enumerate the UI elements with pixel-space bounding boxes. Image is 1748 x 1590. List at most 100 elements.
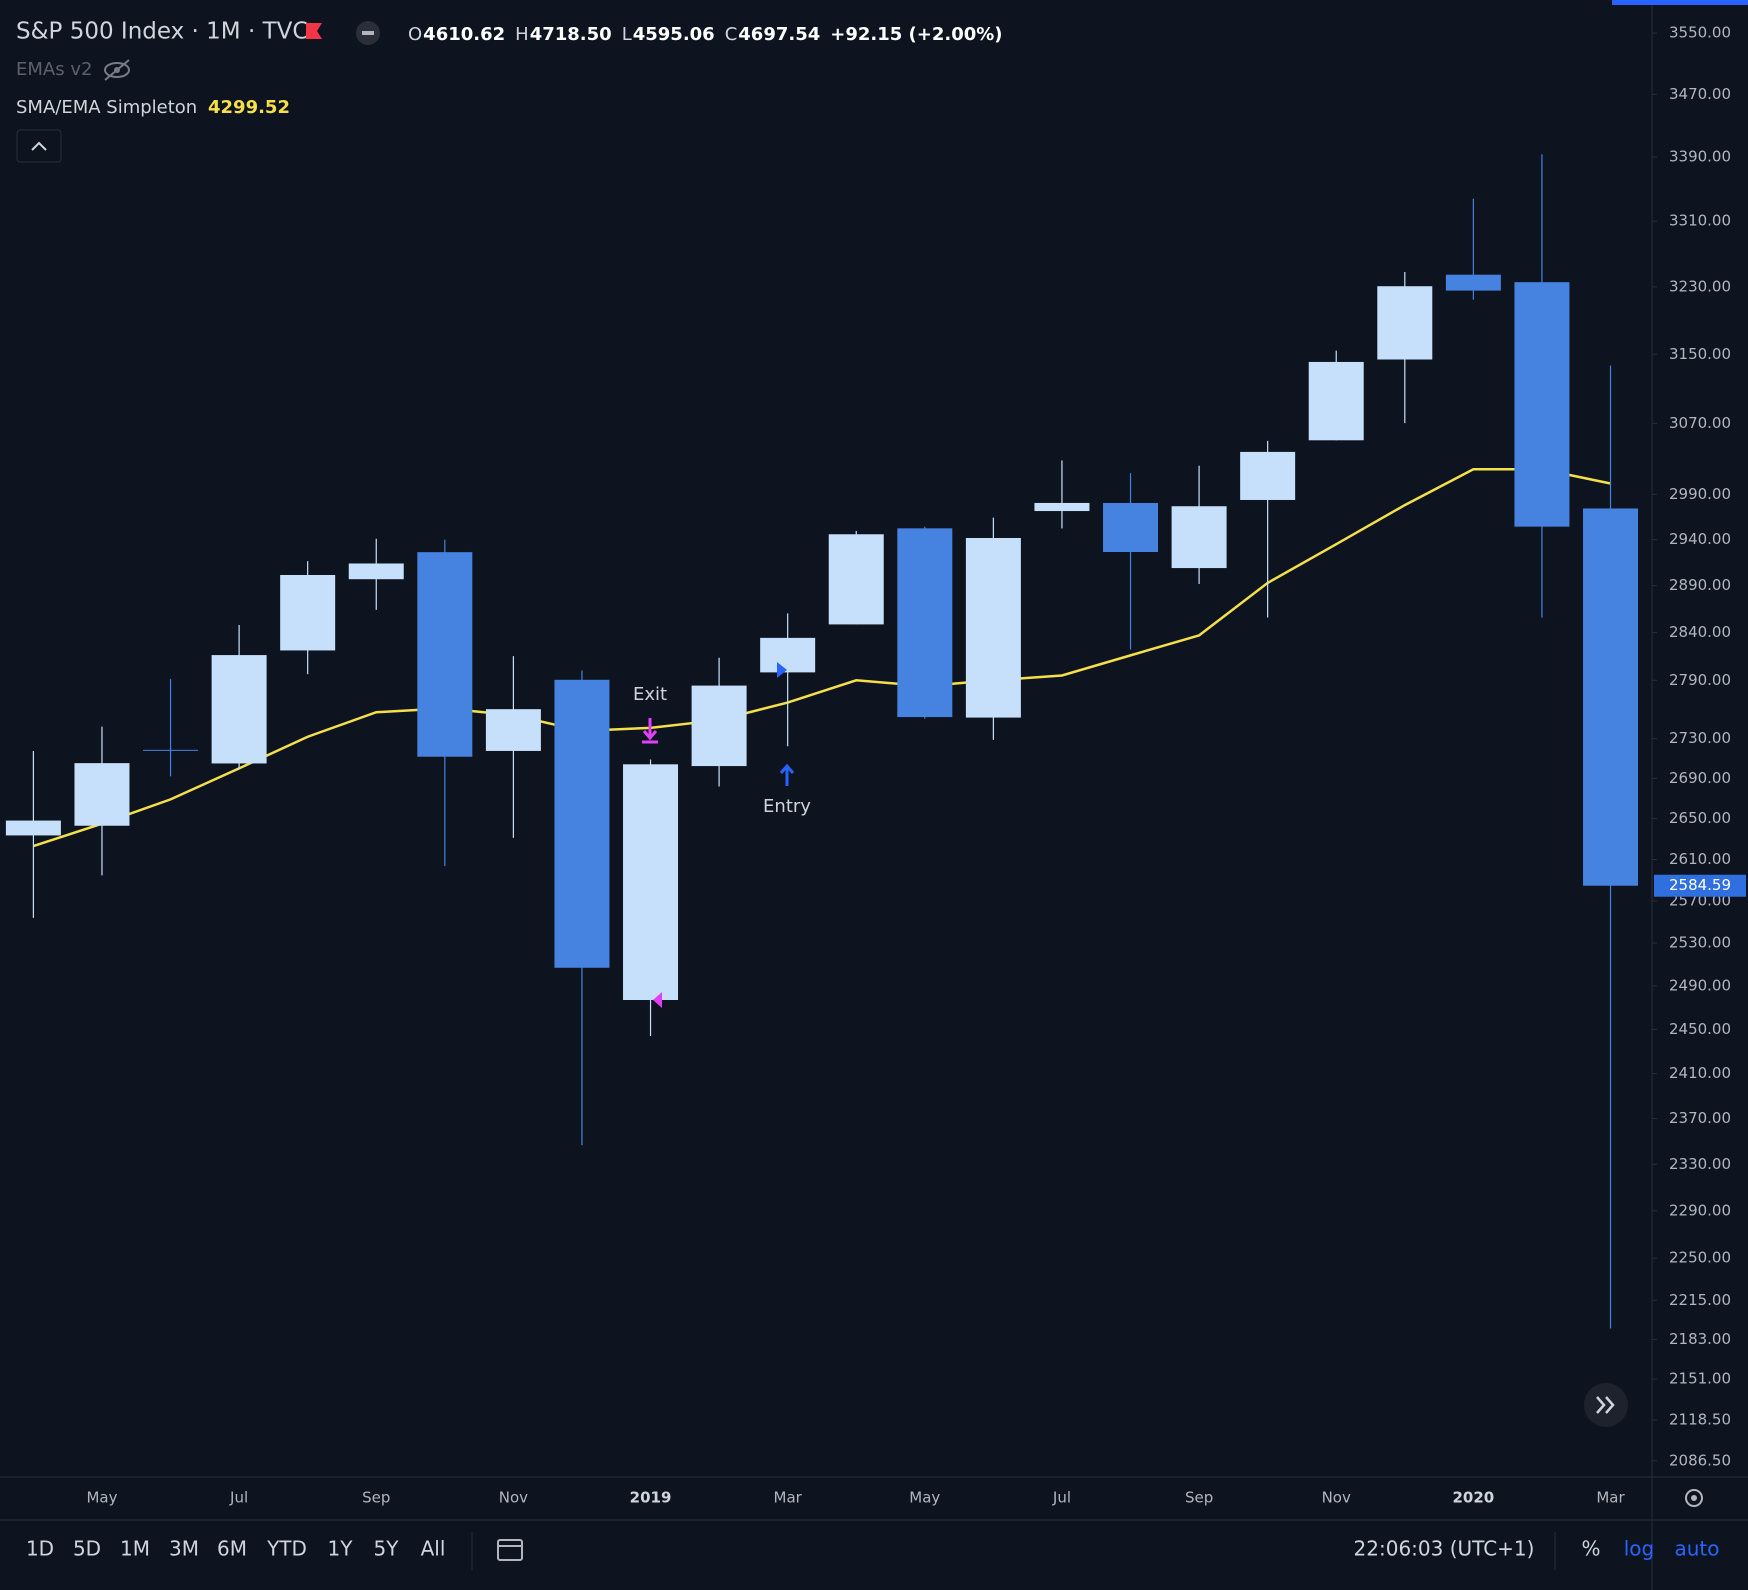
double-chevron [1596,1396,1615,1414]
x-tick-label: 2019 [630,1489,672,1507]
candle-body [143,749,199,751]
annotation: Entry [763,796,811,817]
flag-icon[interactable] [306,23,322,39]
y-tick-label: 3230.00 [1669,277,1731,295]
y-tick-label: 3310.00 [1669,212,1731,230]
candle-body [5,820,61,836]
ohlc-value: 4610.62 [423,24,505,45]
y-tick-label: 2790.00 [1669,671,1731,689]
y-tick-label: 2370.00 [1669,1109,1731,1127]
y-tick-label: 3470.00 [1669,85,1731,103]
chart-title[interactable]: S&P 500 Index · 1M · TVC [16,19,308,45]
hidden-eye-icon[interactable] [104,59,130,81]
y-tick-label: 2215.00 [1669,1291,1731,1309]
x-tick-label: May [86,1489,117,1507]
y-tick-label: 2151.00 [1669,1370,1731,1388]
y-tick-label: 3150.00 [1669,345,1731,363]
indicator-name[interactable]: EMAs v2 [16,59,92,80]
clock[interactable]: 22:06:03 (UTC+1) [1354,1537,1535,1561]
x-tick-label: Sep [362,1489,390,1507]
y-tick-label: 2530.00 [1669,934,1731,952]
y-tick-label: 2450.00 [1669,1020,1731,1038]
range-button[interactable]: 6M [217,1537,247,1561]
y-tick-label: 2330.00 [1669,1155,1731,1173]
top-accent [1612,0,1748,5]
ohlc-value: 4718.50 [530,24,612,45]
candle-body [965,537,1021,718]
candle-body [1103,503,1159,553]
scale-option[interactable]: auto [1674,1537,1719,1561]
range-button[interactable]: 5D [73,1537,101,1561]
y-tick-label: 2990.00 [1669,485,1731,503]
range-button[interactable]: All [421,1537,446,1561]
candle-body [280,574,336,651]
date-range-icon[interactable] [497,1539,523,1561]
y-tick-label: 3390.00 [1669,147,1731,165]
collapse-button[interactable] [16,129,62,163]
range-button[interactable]: YTD [266,1537,307,1561]
x-tick-label: Nov [499,1489,528,1507]
range-button[interactable]: 1D [26,1537,54,1561]
x-tick-label: Mar [774,1489,803,1507]
candle-body [1514,282,1570,527]
candle-body [1377,286,1433,360]
y-tick-label: 2650.00 [1669,809,1731,827]
last-price-box [1654,874,1746,897]
indicator-value: 4299.52 [208,97,290,118]
scale-option[interactable]: log [1624,1537,1655,1561]
indicator-name[interactable]: SMA/EMA Simpleton [16,97,197,118]
y-tick-label: 2940.00 [1669,530,1731,548]
ohlc-key: O [408,24,422,45]
candle-body [691,685,747,767]
y-tick-label: 2183.00 [1669,1330,1731,1348]
settings-icon[interactable] [1685,1489,1703,1507]
minus-icon [362,31,374,35]
y-tick-label: 2730.00 [1669,729,1731,747]
candle-body [828,534,884,625]
y-tick-label: 2490.00 [1669,976,1731,994]
candle-body [485,709,541,751]
range-button[interactable]: 1Y [328,1537,354,1561]
y-tick-label: 2118.50 [1669,1410,1731,1428]
x-tick-label: Nov [1322,1489,1351,1507]
x-tick-label: 2020 [1452,1489,1494,1507]
last-price-label: 2584.59 [1669,876,1731,894]
candle-body [897,528,953,718]
entry-marker [777,662,787,678]
scroll-right-button[interactable] [1584,1383,1628,1427]
x-tick-label: Sep [1185,1489,1213,1507]
y-tick-label: 3070.00 [1669,414,1731,432]
x-tick-label: Mar [1596,1489,1625,1507]
scale-option[interactable]: % [1581,1537,1600,1561]
y-tick-label: 2890.00 [1669,576,1731,594]
range-button[interactable]: 3M [169,1537,199,1561]
range-button[interactable]: 5Y [374,1537,400,1561]
y-tick-label: 2690.00 [1669,769,1731,787]
ohlc-value: 4697.54 [738,24,820,45]
candle-body [623,764,679,1001]
range-button[interactable]: 1M [120,1537,150,1561]
y-tick-label: 2250.00 [1669,1249,1731,1267]
candle-body [1240,451,1296,500]
ohlc-key: H [515,24,529,45]
candle-body [1034,502,1090,512]
candle-body [417,552,473,757]
y-tick-label: 2610.00 [1669,850,1731,868]
annotation: Exit [633,684,667,705]
y-tick-label: 2410.00 [1669,1064,1731,1082]
y-tick-label: 3550.00 [1669,24,1731,42]
exit-marker [653,992,662,1008]
candle-body [211,655,267,764]
y-tick-label: 2840.00 [1669,623,1731,641]
exit-arrow [642,718,658,744]
candle-body [1445,274,1501,291]
x-tick-label: May [909,1489,940,1507]
sma-line [33,468,1611,848]
candle-body [1308,361,1364,441]
y-tick-label: 2086.50 [1669,1451,1731,1469]
candle-body [1171,506,1227,569]
candle-body [1583,508,1639,886]
